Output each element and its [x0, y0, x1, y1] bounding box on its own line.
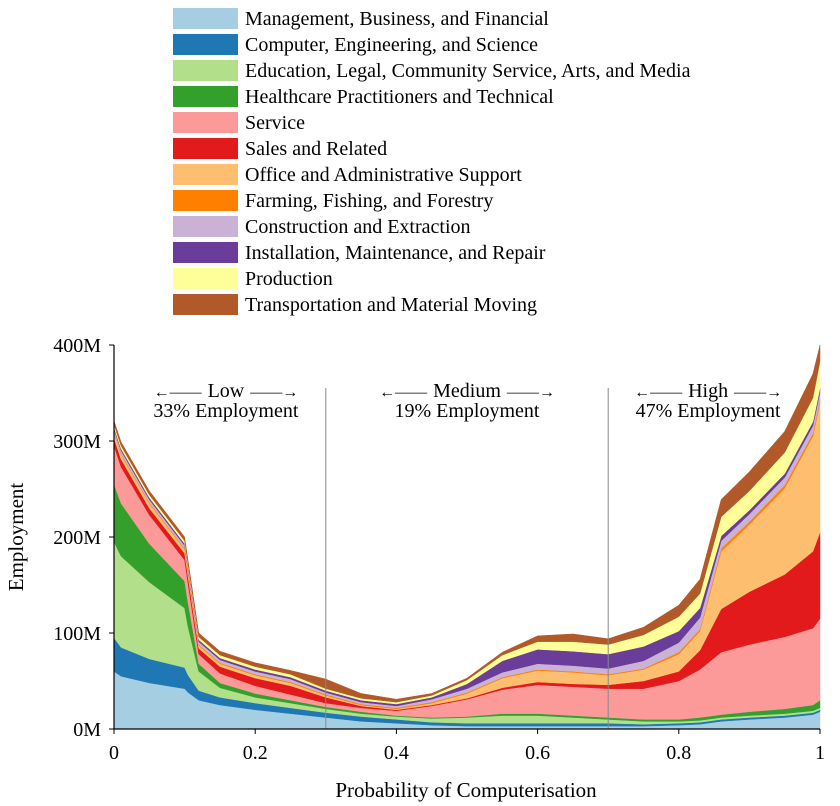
legend-swatch-construction-and-extraction: [173, 216, 238, 237]
region-label-medium: ←—— Medium ——→: [379, 380, 555, 402]
region-name: High: [688, 380, 728, 402]
legend-label-production: Production: [245, 268, 333, 290]
legend-swatch-farming-fishing-and-forestry: [173, 190, 238, 211]
arrow-left-icon: ←——: [634, 384, 683, 401]
legend-swatch-production: [173, 268, 238, 289]
legend-swatch-healthcare-practitioners-and-technical: [173, 86, 238, 107]
x-tick-label: 1: [815, 742, 825, 764]
legend-label-service: Service: [245, 112, 305, 134]
x-tick-label: 0: [109, 742, 119, 764]
legend-swatch-sales-and-related: [173, 138, 238, 159]
region-name: Medium: [433, 380, 501, 402]
axes: 0 0.2 0.4 0.6 0.8 1 0M 100M 200M 300M 400M: [53, 335, 825, 764]
region-share-medium: 19% Employment: [395, 400, 540, 422]
region-label-low: ←—— Low ——→: [154, 380, 299, 402]
arrow-right-icon: ——→: [249, 384, 298, 401]
legend-swatch-transportation-and-material-moving: [173, 294, 238, 315]
area-transportation-and-material-moving: [113, 344, 821, 703]
region-label-high: ←—— High ——→: [634, 380, 782, 402]
region-boundaries: [325, 388, 609, 729]
legend-label-management-business-and-financial: Management, Business, and Financial: [245, 8, 549, 30]
legend-swatch-office-and-administrative-support: [173, 164, 238, 185]
legend-swatch-installation-maintenance-and-repair: [173, 242, 238, 263]
region-share-high: 47% Employment: [636, 400, 781, 422]
legend-label-installation-maintenance-and-repair: Installation, Maintenance, and Repair: [245, 242, 546, 264]
legend-label-construction-and-extraction: Construction and Extraction: [245, 216, 471, 238]
arrow-left-icon: ←——: [379, 384, 428, 401]
region-labels: ←—— Low ——→33% Employment←—— Medium ——→19% E…: [153, 380, 782, 422]
arrow-left-icon: ←——: [154, 384, 203, 401]
y-axis-title: Employment: [4, 483, 28, 592]
legend-swatch-management-business-and-financial: [173, 8, 238, 29]
x-tick-label: 0.4: [384, 742, 409, 764]
arrow-right-icon: ——→: [733, 384, 782, 401]
y-tick-label: 0M: [73, 719, 101, 741]
y-tick-label: 300M: [53, 431, 101, 453]
y-tick-label: 400M: [53, 335, 101, 357]
legend-swatch-service: [173, 112, 238, 133]
legend-label-farming-fishing-and-forestry: Farming, Fishing, and Forestry: [245, 190, 493, 212]
legend-label-education-legal-community-service-arts-and-media: Education, Legal, Community Service, Art…: [245, 60, 691, 82]
y-tick-label: 100M: [53, 623, 101, 645]
legend-label-transportation-and-material-moving: Transportation and Material Moving: [245, 294, 537, 316]
area-series: [113, 344, 821, 730]
legend-label-healthcare-practitioners-and-technical: Healthcare Practitioners and Technical: [245, 86, 554, 108]
arrow-right-icon: ——→: [506, 384, 555, 401]
legend-label-office-and-administrative-support: Office and Administrative Support: [245, 164, 522, 186]
x-tick-label: 0.6: [525, 742, 550, 764]
region-name: Low: [208, 380, 245, 402]
legend-swatch-computer-engineering-and-science: [173, 34, 238, 55]
legend-label-sales-and-related: Sales and Related: [245, 138, 387, 160]
x-tick-label: 0.8: [666, 742, 691, 764]
x-tick-label: 0.2: [243, 742, 268, 764]
legend-swatch-education-legal-community-service-arts-and-media: [173, 60, 238, 81]
legend: Management, Business, and Financial Compu…: [173, 8, 691, 316]
legend-label-computer-engineering-and-science: Computer, Engineering, and Science: [245, 34, 538, 56]
region-share-low: 33% Employment: [153, 400, 298, 422]
y-tick-label: 200M: [53, 527, 101, 549]
x-axis-title: Probability of Computerisation: [335, 778, 597, 802]
